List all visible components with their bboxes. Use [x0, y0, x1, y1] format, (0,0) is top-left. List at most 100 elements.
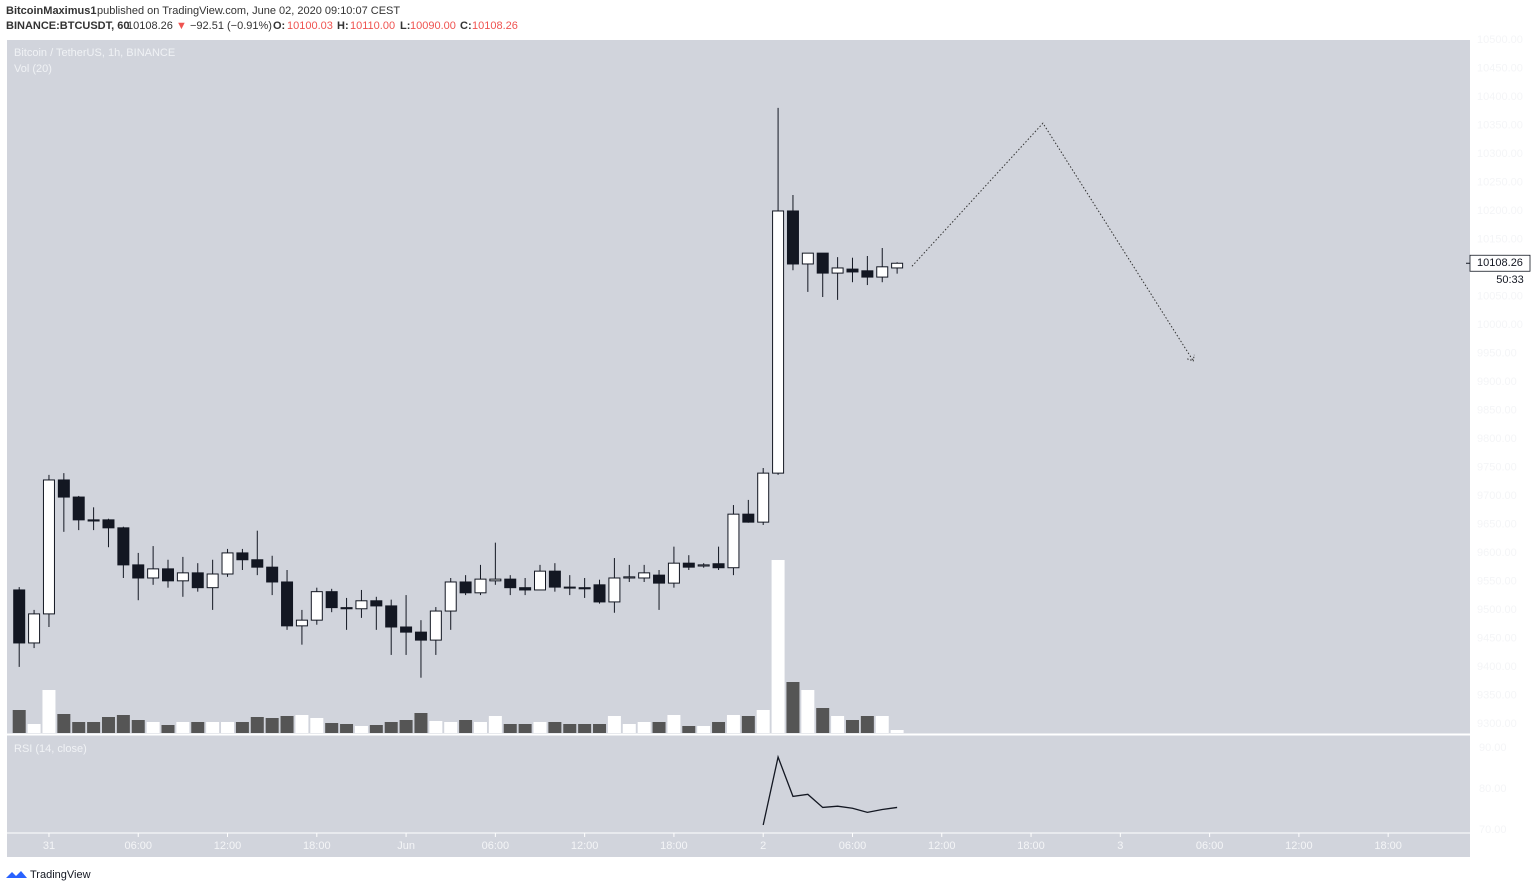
volume-bar: [369, 725, 383, 733]
candle-body: [712, 563, 725, 569]
candle-body: [667, 562, 680, 584]
candle-body: [697, 564, 710, 567]
candle-body: [444, 581, 457, 612]
candle-body: [191, 572, 204, 589]
volume-bar: [72, 722, 86, 733]
brand: TradingView: [30, 869, 91, 881]
x-tick-label: 12:00: [214, 840, 242, 852]
volume-bar: [176, 722, 190, 733]
y-tick-label: 9650.00: [1477, 518, 1517, 530]
countdown-box: [1492, 272, 1529, 289]
volume-bar: [607, 716, 621, 733]
volume-bar: [265, 718, 279, 733]
projection-arrow: [1187, 354, 1195, 362]
volume-bar: [801, 690, 815, 733]
volume-bar: [459, 720, 473, 733]
candle-body: [429, 610, 442, 641]
candle-body: [72, 496, 85, 521]
volume-label: Vol (20): [14, 63, 52, 75]
volume-bar: [146, 722, 160, 733]
x-tick-label: 31: [43, 840, 55, 852]
volume-bar: [12, 710, 26, 733]
candle-body: [87, 519, 100, 522]
y-tick-label: 10500.00: [1477, 34, 1523, 46]
volume-bar: [875, 716, 889, 733]
c-value: 10108.26: [472, 20, 518, 32]
change: −92.51 (−0.91%): [190, 20, 272, 32]
y-tick-label: 10350.00: [1477, 119, 1523, 131]
last-price: 10108.26: [127, 20, 173, 32]
volume-bar: [726, 715, 740, 733]
candle-body: [340, 607, 353, 610]
volume-bar: [27, 724, 41, 733]
volume-bar: [593, 724, 607, 733]
candle-body: [534, 570, 547, 591]
x-tick-label: 12:00: [571, 840, 599, 852]
l-value: 10090.00: [410, 20, 456, 32]
volume-bar: [652, 722, 666, 733]
x-tick-label: 12:00: [928, 840, 956, 852]
y-tick-label: 9450.00: [1477, 632, 1517, 644]
y-tick-label: 9400.00: [1477, 661, 1517, 673]
y-tick-label: 9750.00: [1477, 461, 1517, 473]
x-tick-label: 06:00: [1196, 840, 1224, 852]
candle-body: [102, 519, 115, 529]
y-tick-label: 9700.00: [1477, 490, 1517, 502]
candle-body: [400, 626, 413, 633]
y-tick-label: 10150.00: [1477, 233, 1523, 245]
volume-bar: [399, 720, 413, 733]
pane-title: Bitcoin / TetherUS, 1h, BINANCE: [14, 47, 175, 59]
rsi-line: [762, 754, 898, 826]
y-tick-label: 10250.00: [1477, 176, 1523, 188]
volume-bar: [414, 713, 428, 733]
volume-bar: [548, 722, 562, 733]
candle-body: [459, 581, 472, 594]
candle-body: [28, 613, 41, 644]
x-tick-label: 18:00: [303, 840, 331, 852]
rsi-tick-label: 90.00: [1479, 742, 1507, 754]
volume-bar: [816, 708, 830, 733]
candle-body: [132, 564, 145, 579]
rsi-pane: [762, 754, 898, 826]
candle-body: [295, 619, 308, 627]
volume-bar: [206, 722, 220, 733]
volume-bar: [473, 722, 487, 733]
volume-bar: [503, 724, 517, 733]
rsi-tick-label: 70.00: [1479, 824, 1507, 836]
volume-bar: [533, 722, 547, 733]
candle-body: [623, 576, 636, 579]
candle-body: [742, 513, 755, 523]
volume-bar: [741, 716, 755, 733]
candle-body: [876, 266, 889, 278]
candle-body: [786, 210, 799, 265]
y-tick-label: 9300.00: [1477, 718, 1517, 730]
candle-body: [861, 270, 874, 278]
h-label: H:: [337, 20, 349, 32]
candle-body: [221, 552, 234, 575]
l-label: L:: [400, 20, 410, 32]
volume-bar: [637, 722, 651, 733]
x-tick-label: Jun: [397, 840, 415, 852]
x-tick-label: 12:00: [1285, 840, 1313, 852]
candle-body: [891, 262, 904, 269]
volume-bar: [384, 722, 398, 733]
x-tick-label: 2: [760, 840, 766, 852]
y-tick-label: 10450.00: [1477, 62, 1523, 74]
volume-bar: [563, 724, 577, 733]
y-tick-label: 10400.00: [1477, 91, 1523, 103]
volume-bar: [57, 714, 71, 733]
volume-bar: [250, 717, 264, 733]
candle-body: [370, 600, 383, 607]
volume-bar: [890, 730, 904, 733]
x-tick-label: 3: [1117, 840, 1123, 852]
candle-body: [266, 566, 279, 583]
volume-bar: [221, 722, 235, 733]
x-tick-label: 06:00: [839, 840, 867, 852]
candle-body: [578, 587, 591, 590]
y-tick-label: 9900.00: [1477, 376, 1517, 388]
y-tick-label: 10000.00: [1477, 319, 1523, 331]
volume-bar: [697, 726, 711, 733]
x-tick-label: 06:00: [124, 840, 152, 852]
x-tick-label: 18:00: [1374, 840, 1402, 852]
y-tick-label: 9500.00: [1477, 604, 1517, 616]
